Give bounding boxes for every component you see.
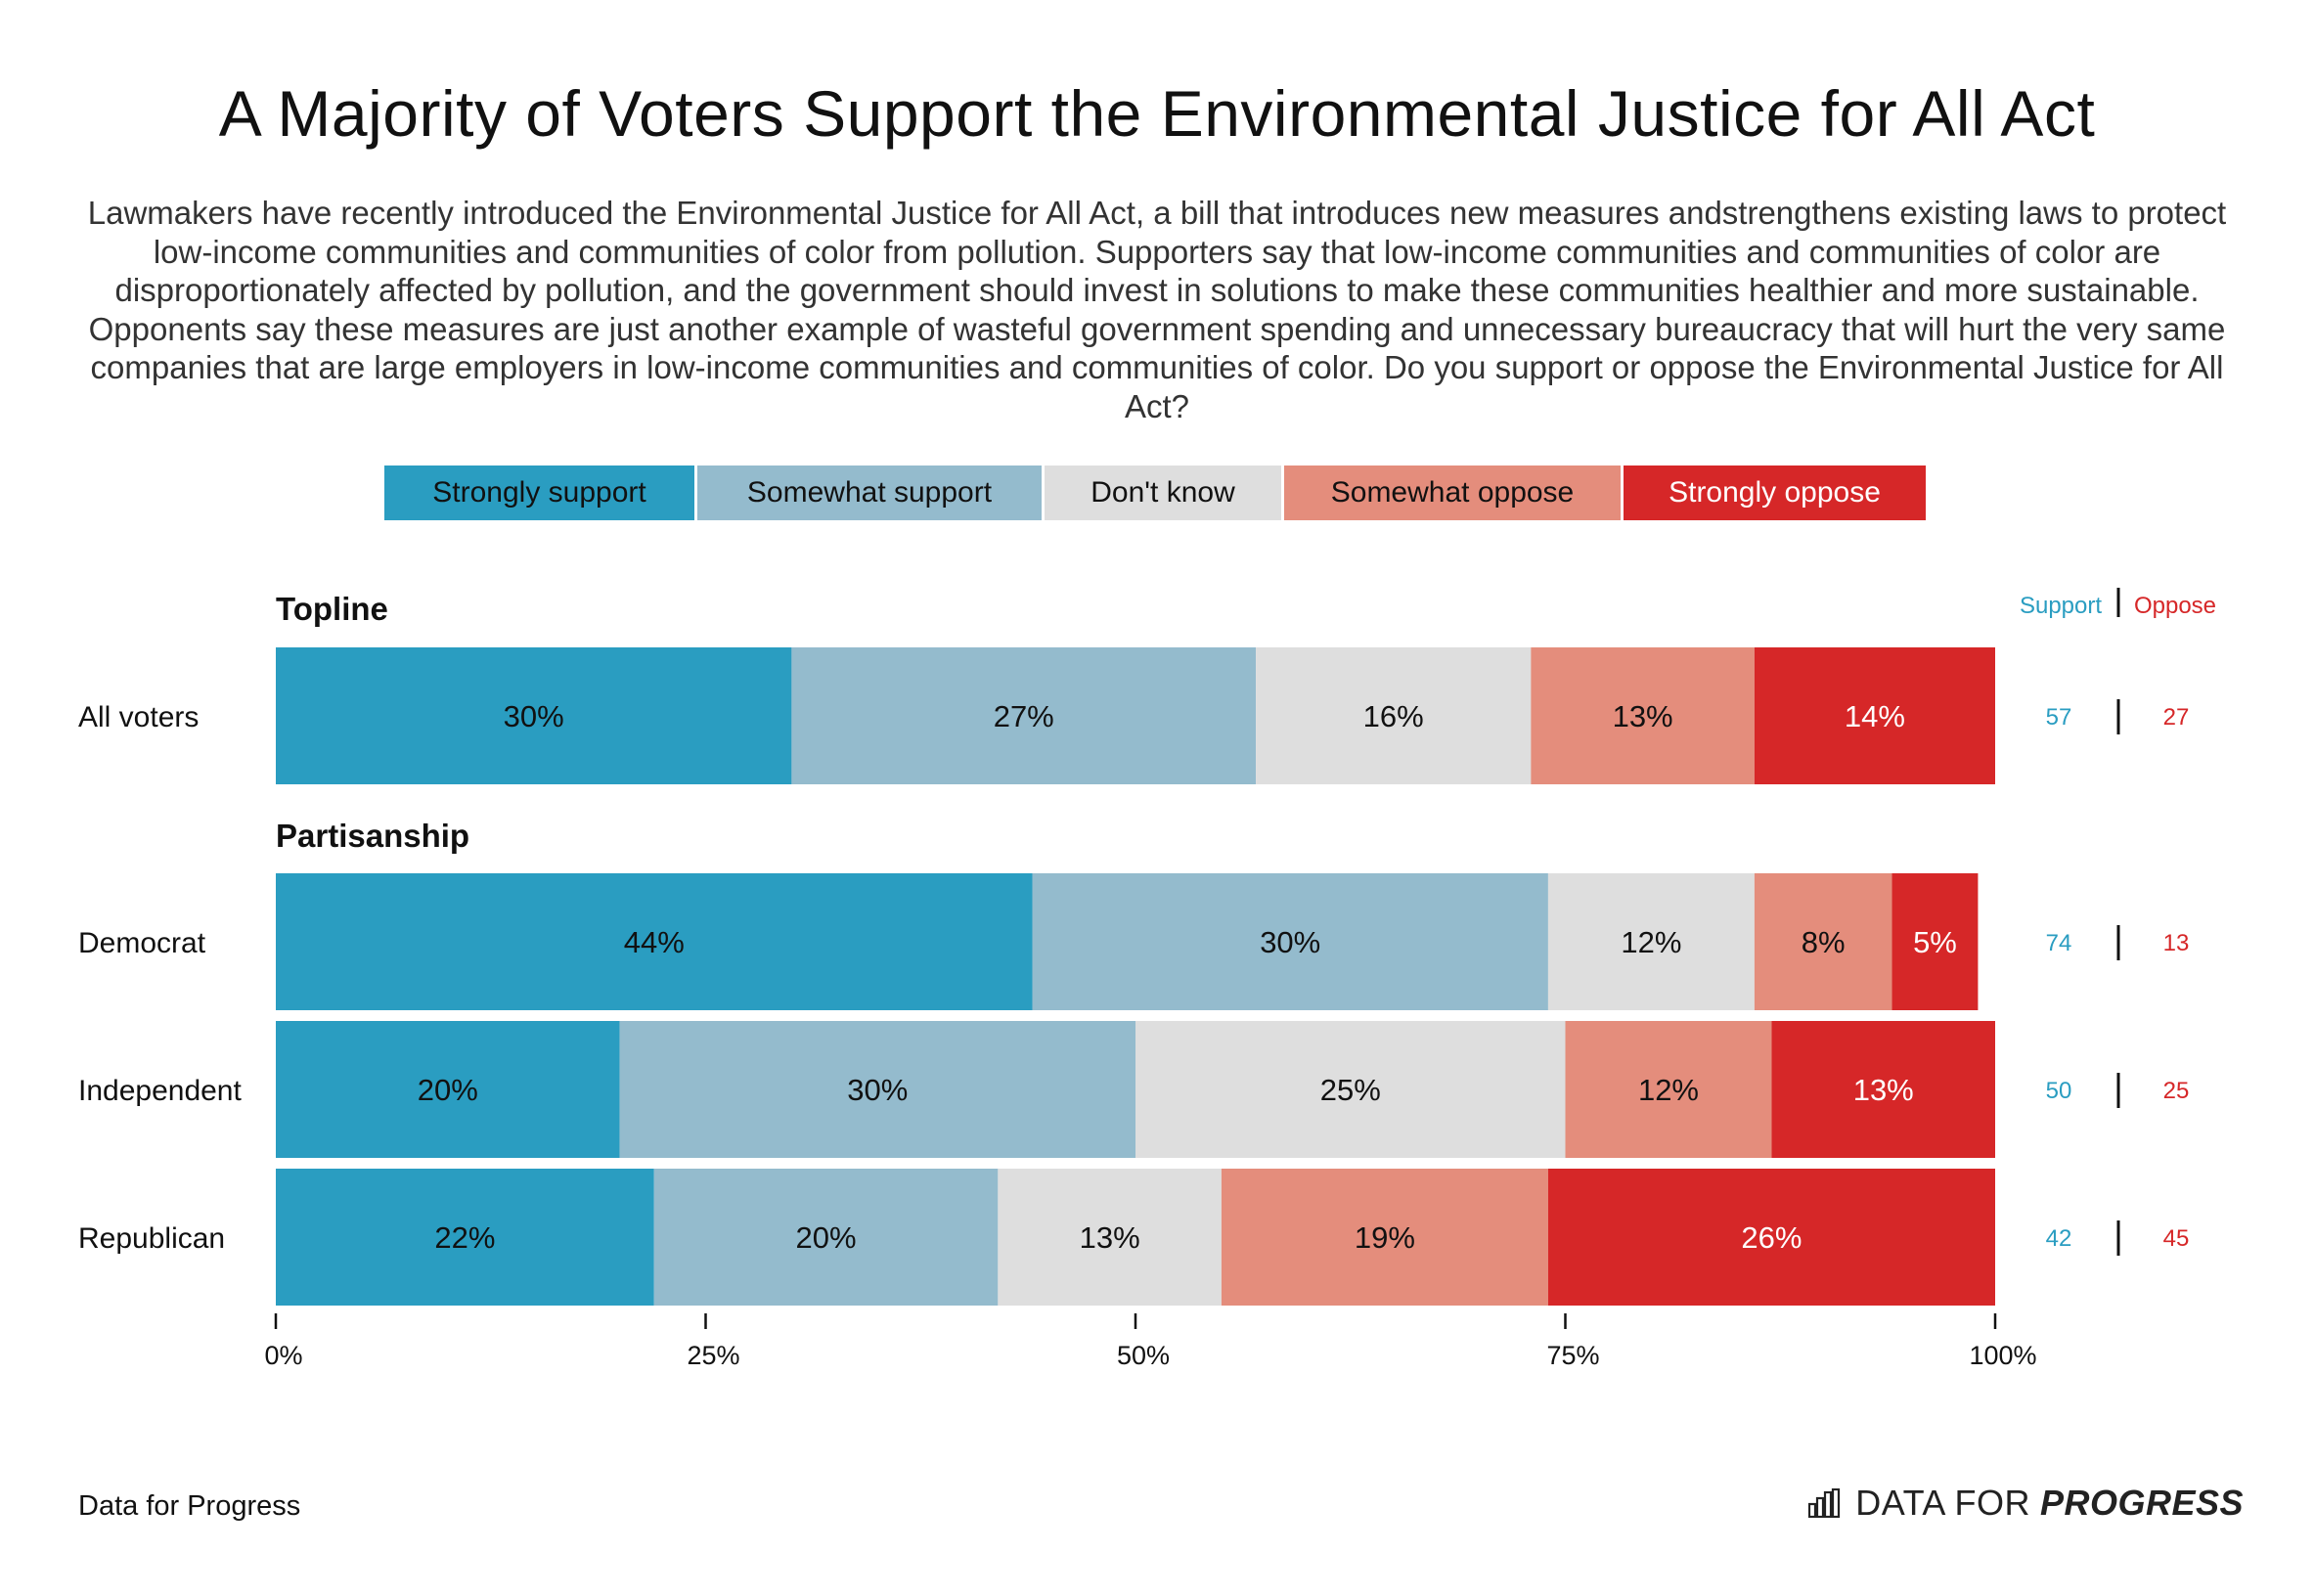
bar-segment xyxy=(1547,873,1755,1010)
bar-segment xyxy=(276,1169,654,1306)
bar-data-label: 12% xyxy=(1638,1073,1699,1107)
chart-title: A Majority of Voters Support the Environ… xyxy=(218,77,2096,150)
bar-data-label: 13% xyxy=(1853,1073,1914,1107)
bar-data-label: 20% xyxy=(418,1073,478,1107)
x-tick-label: 100% xyxy=(1969,1341,2036,1370)
brand-logo: DATA FOR PROGRESS xyxy=(1808,1483,2244,1524)
bar-segment xyxy=(1032,873,1548,1010)
group-label: Partisanship xyxy=(276,818,469,854)
bar-data-label: 19% xyxy=(1355,1220,1415,1255)
bar-data-label: 44% xyxy=(624,925,685,959)
bar-data-label: 5% xyxy=(1913,925,1957,959)
support-total: 42 xyxy=(2046,1225,2072,1252)
legend-item-somewhat-oppose: Somewhat oppose xyxy=(1284,466,1624,520)
bar-segment xyxy=(1771,1021,1995,1158)
row-label: All voters xyxy=(78,701,199,733)
bar-segment xyxy=(791,647,1257,784)
support-total: 57 xyxy=(2046,704,2072,731)
chart-subtitle: Lawmakers have recently introduced the E… xyxy=(87,195,2227,424)
bar-segment xyxy=(1135,1021,1566,1158)
row-label: Independent xyxy=(78,1075,242,1107)
bar-data-label: 16% xyxy=(1363,699,1424,733)
bar-segment xyxy=(276,873,1033,1010)
bar-segment xyxy=(998,1169,1222,1306)
support-total: 50 xyxy=(2046,1078,2072,1104)
brand-text-progress: PROGRESS xyxy=(2039,1483,2244,1523)
bar-data-label: 30% xyxy=(1260,925,1320,959)
x-tick-label: 75% xyxy=(1546,1341,1599,1370)
bar-segment xyxy=(1565,1021,1772,1158)
bar-segment xyxy=(1891,873,1979,1010)
brand-text-data-for: DATA FOR xyxy=(1855,1483,2030,1523)
bar-segment xyxy=(1547,1169,1995,1306)
bar-data-label: 25% xyxy=(1320,1073,1381,1107)
support-total: 74 xyxy=(2046,930,2072,956)
oppose-total: 25 xyxy=(2163,1078,2190,1104)
bar-chart-icon xyxy=(1808,1488,1841,1518)
bar-segment xyxy=(1754,647,1995,784)
legend-item-don-t-know: Don't know xyxy=(1045,466,1284,520)
bar-data-label: 30% xyxy=(847,1073,908,1107)
bar-data-label: 13% xyxy=(1080,1220,1140,1255)
x-tick-label: 50% xyxy=(1117,1341,1170,1370)
group-label: Topline xyxy=(276,591,388,627)
bar-segment xyxy=(276,647,792,784)
bar-data-label: 22% xyxy=(434,1220,495,1255)
bar-data-label: 20% xyxy=(796,1220,857,1255)
bar-data-label: 30% xyxy=(504,699,564,733)
bar-segment xyxy=(1221,1169,1548,1306)
bar-segment xyxy=(1754,873,1892,1010)
bar-data-label: 12% xyxy=(1621,925,1681,959)
bar-data-label: 14% xyxy=(1845,699,1905,733)
oppose-header: Oppose xyxy=(2134,593,2216,619)
bar-data-label: 13% xyxy=(1613,699,1673,733)
row-label: Democrat xyxy=(78,927,206,959)
bar-segment xyxy=(1531,647,1755,784)
bar-segment xyxy=(653,1169,999,1306)
bar-data-label: 26% xyxy=(1741,1220,1802,1255)
legend: Strongly support Somewhat support Don't kn… xyxy=(384,466,1929,520)
x-tick-label: 0% xyxy=(264,1341,302,1370)
bar-data-label: 8% xyxy=(1802,925,1846,959)
support-header: Support xyxy=(2020,593,2102,619)
source-note: Data for Progress xyxy=(78,1490,301,1522)
bar-segment xyxy=(619,1021,1135,1158)
row-label: Republican xyxy=(78,1222,225,1255)
legend-item-strongly-oppose: Strongly oppose xyxy=(1624,466,1929,520)
bar-segment xyxy=(276,1021,620,1158)
bar-data-label: 27% xyxy=(994,699,1054,733)
legend-item-strongly-support: Strongly support xyxy=(384,466,697,520)
legend-item-somewhat-support: Somewhat support xyxy=(697,466,1045,520)
x-tick-label: 25% xyxy=(687,1341,739,1370)
oppose-total: 45 xyxy=(2163,1225,2190,1252)
oppose-total: 27 xyxy=(2163,704,2190,731)
bar-segment xyxy=(1256,647,1532,784)
oppose-total: 13 xyxy=(2163,930,2190,956)
